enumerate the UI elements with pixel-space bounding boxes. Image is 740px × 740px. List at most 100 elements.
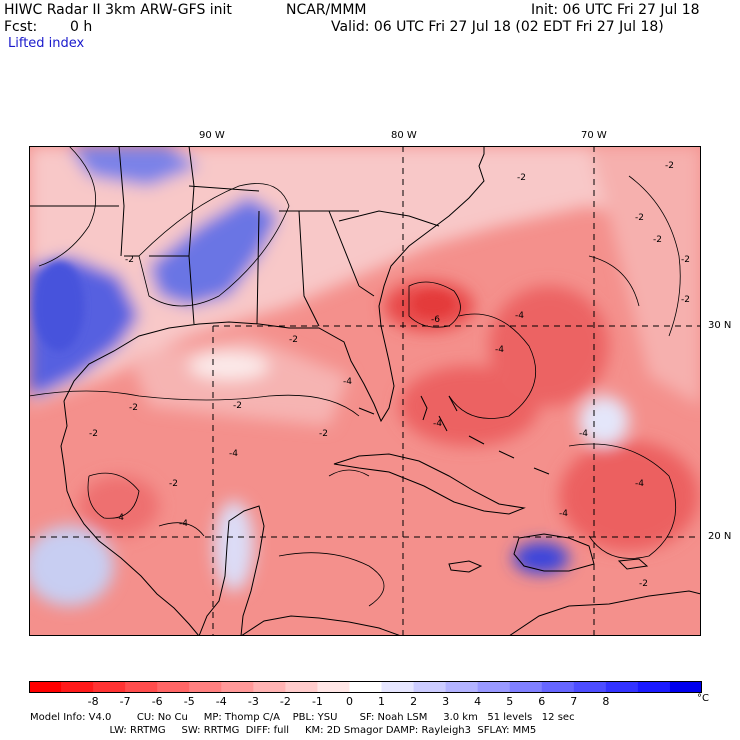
contour-label: -2	[233, 401, 242, 411]
field-core-bahamas	[399, 366, 539, 446]
colorbar-swatch	[61, 681, 94, 693]
field-blue-cuba	[513, 542, 569, 574]
colorbar-tick-label: 1	[378, 695, 386, 708]
colorbar-swatch	[157, 681, 190, 693]
contour-label: -4	[579, 429, 588, 439]
model-title: HIWC Radar II 3km ARW-GFS init	[4, 2, 232, 18]
bahamas-islands	[420, 395, 550, 475]
colorbar-swatch	[221, 681, 254, 693]
contour-label: -2	[681, 255, 690, 265]
field-lightblue-sw	[29, 526, 114, 606]
contour-label: -4	[495, 345, 504, 355]
contour-label: -2	[517, 173, 526, 183]
contour-label: -2	[289, 335, 298, 345]
contour-label: -2	[635, 213, 644, 223]
colorbar-swatch	[381, 681, 415, 693]
contour-label: -2	[665, 161, 674, 171]
state-borders	[29, 146, 440, 327]
field-core-carib	[559, 441, 699, 551]
south-america-coast	[508, 590, 701, 636]
init-time: Init: 06 UTC Fri 27 Jul 18	[531, 2, 700, 18]
colorbar-tick-label: 0	[345, 695, 353, 708]
colorbar-tick-label: 7	[570, 695, 578, 708]
org-label: NCAR/MMM	[286, 2, 367, 18]
field-core-atlantic	[489, 286, 609, 406]
mexico-coastline	[60, 400, 200, 636]
model-info-line2: LW: RRTMG SW: RRTMG DIFF: full KM: 2D Sm…	[30, 725, 537, 736]
contour-line	[158, 522, 205, 537]
colorbar-tick-label: 4	[474, 695, 482, 708]
colorbar-swatch	[637, 681, 671, 693]
contour-line	[588, 255, 640, 307]
colorbar-swatch	[189, 681, 222, 693]
contour-line	[448, 313, 536, 419]
florida-keys	[358, 407, 375, 415]
central-america-coast	[240, 615, 402, 636]
contour-line	[38, 146, 96, 267]
colorbar-tick-label: 8	[602, 695, 610, 708]
colorbar-swatch	[445, 681, 479, 693]
field-blue-mid	[149, 196, 279, 306]
map-frame	[29, 146, 701, 636]
colorbar-swatch	[317, 681, 350, 693]
contour-label: -2	[681, 295, 690, 305]
contour-label: -2	[125, 255, 134, 265]
field-core-west	[79, 476, 159, 536]
field-blue-north	[69, 146, 199, 186]
contour-label: -4	[433, 419, 442, 429]
puerto-rico-coastline	[617, 558, 649, 570]
contour-label: -2	[653, 235, 662, 245]
us-gulf-coastline	[63, 146, 485, 423]
contour-label: -6	[431, 315, 440, 325]
contour-line	[328, 469, 370, 477]
colorbar-tick-label: -4	[215, 695, 227, 708]
forecast-value: 0 h	[70, 19, 93, 35]
colorbar-swatch	[509, 681, 543, 693]
contour-line	[568, 443, 676, 559]
contour-line	[408, 281, 461, 328]
lat-label-20n: 20 N	[708, 531, 732, 542]
forecast-label: Fcst:	[4, 19, 38, 35]
contour-label: -2	[169, 479, 178, 489]
field-light-east	[589, 146, 701, 406]
colorbar-unit: °C	[697, 693, 709, 704]
contour-label: -2	[639, 579, 648, 589]
contour-line	[29, 390, 360, 417]
lifted-index-map: -2 -2 -2 -2 -2 -2 -2 -2 -2 -2 -2 -2 -2 -…	[29, 146, 701, 636]
colorbar-swatch	[541, 681, 575, 693]
colorbar-swatch	[605, 681, 639, 693]
colorbar-frame	[29, 681, 702, 693]
colorbar-tick-label: 3	[442, 695, 450, 708]
contour-label: -4	[179, 519, 188, 529]
colorbar-tick-label: -2	[279, 695, 291, 708]
colorbar-tick-label: 5	[506, 695, 514, 708]
contour-label: -2	[89, 429, 98, 439]
colorbar-tick-label: -6	[151, 695, 163, 708]
colorbar-swatch	[93, 681, 126, 693]
field-light-ne	[29, 146, 701, 406]
field-lightblue-yucatan	[214, 501, 254, 591]
contour-line	[138, 183, 290, 307]
contour-label: -2	[129, 403, 138, 413]
field-blue-core-texas	[34, 261, 84, 351]
field-name: Lifted index	[8, 36, 85, 51]
contour-label: -4	[115, 513, 124, 523]
field-light-gulf	[129, 336, 349, 426]
model-info-line1: Model Info: V4.0 CU: No Cu MP: Thomp C/A…	[30, 712, 575, 723]
field-core-ga	[413, 292, 453, 316]
colorbar-tick-label: 2	[410, 695, 418, 708]
colorbar-swatch	[669, 681, 702, 693]
valid-time: Valid: 06 UTC Fri 27 Jul 18 (02 EDT Fri …	[331, 19, 664, 35]
hispaniola-coastline	[513, 533, 595, 572]
contour-line	[87, 472, 140, 519]
contour-label: -4	[635, 479, 644, 489]
contour-label: -4	[229, 449, 238, 459]
lat-label-30n: 30 N	[708, 320, 732, 331]
colorbar-swatch	[125, 681, 158, 693]
contour-label: -4	[515, 311, 524, 321]
colorbar-swatch	[29, 681, 62, 693]
yucatan-coastline	[198, 505, 265, 636]
colorbar-tick-label: -3	[247, 695, 259, 708]
colorbar-swatch	[477, 681, 511, 693]
lon-label-90w: 90 W	[199, 130, 225, 141]
